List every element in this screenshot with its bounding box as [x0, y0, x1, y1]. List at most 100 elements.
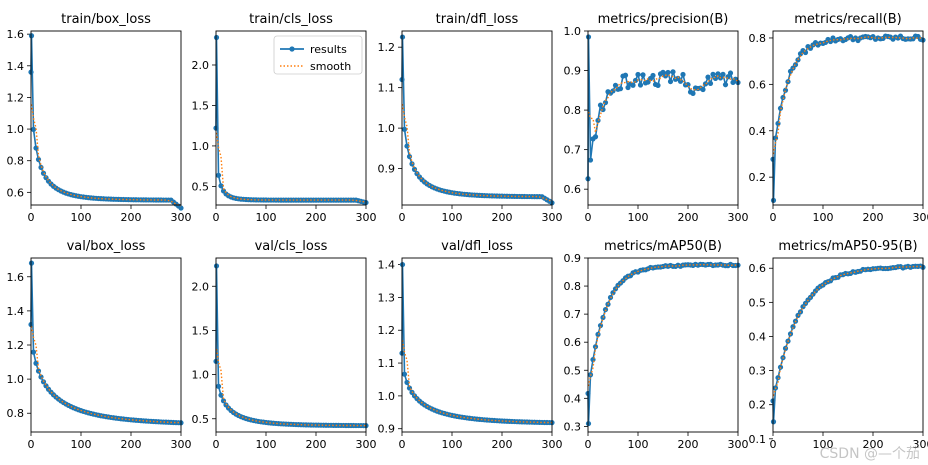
- results-point: [665, 69, 671, 76]
- y-tick-label: 1.0: [378, 122, 396, 135]
- y-tick-label: 0.1: [749, 433, 767, 446]
- axes-frame: [772, 257, 924, 433]
- x-tick-label: 100: [71, 211, 92, 224]
- results-line: [30, 35, 182, 209]
- results-point: [218, 183, 224, 189]
- x-tick-label: 300: [728, 211, 749, 224]
- results-point: [715, 71, 721, 77]
- y-tick-label: 0.8: [564, 280, 582, 293]
- x-tick-label: 100: [256, 211, 277, 224]
- x-tick-label: 0: [213, 438, 220, 451]
- y-tick-label: 2.0: [192, 59, 210, 72]
- results-point: [720, 71, 726, 77]
- y-tick-label: 1.4: [7, 305, 25, 318]
- x-tick-label: 300: [913, 438, 928, 451]
- x-tick-label: 0: [399, 438, 406, 451]
- y-tick-label: 0.9: [564, 252, 582, 265]
- results-point: [587, 157, 594, 163]
- results-point: [710, 71, 716, 77]
- results-point: [411, 166, 418, 172]
- chart-panel: train/cls_loss 0 100 200 300 0.5 1.0 1.5 2.0 resu…: [192, 12, 377, 224]
- results-point: [782, 87, 789, 93]
- results-point: [770, 197, 777, 203]
- y-tick-label: 0.8: [564, 104, 582, 117]
- chart-title: metrics/precision(B): [598, 12, 729, 27]
- y-tick-label: 0.8: [7, 155, 25, 168]
- y-tick-label: 0.2: [749, 171, 767, 184]
- y-tick-label: 1.1: [378, 82, 396, 95]
- legend: results smooth: [273, 35, 363, 75]
- x-tick-label: 200: [678, 211, 699, 224]
- smooth-line: [772, 265, 924, 396]
- results-line: [215, 265, 366, 427]
- y-tick-label: 0.9: [378, 163, 396, 176]
- results-point: [705, 74, 711, 80]
- results-point: [585, 34, 592, 40]
- y-tick-label: 0.8: [7, 407, 25, 420]
- results-point: [401, 371, 408, 377]
- results-point: [213, 263, 220, 269]
- smooth-line: [215, 348, 366, 427]
- x-tick-label: 0: [28, 211, 35, 224]
- y-tick-label: 1.6: [7, 28, 25, 41]
- results-point: [215, 383, 222, 389]
- results-point: [707, 80, 714, 87]
- results-line: [772, 35, 924, 201]
- x-tick-label: 100: [813, 438, 834, 451]
- y-tick-label: 1.5: [192, 324, 210, 337]
- results-point: [28, 33, 35, 39]
- axes-frame: [215, 257, 367, 433]
- chart-title: metrics/recall(B): [794, 12, 901, 27]
- y-tick-label: 1.0: [192, 369, 210, 382]
- results-point: [592, 134, 599, 140]
- chart-panel: val/dfl_loss 0 100 200 300 0.9 1.0 1.1 1.2 1.3 1.4: [378, 239, 563, 451]
- chart-title: train/box_loss: [61, 12, 151, 27]
- y-tick-label: 0.5: [192, 180, 210, 193]
- x-tick-label: 200: [492, 211, 513, 224]
- x-tick-label: 0: [213, 211, 220, 224]
- x-tick-label: 0: [585, 438, 592, 451]
- results-point: [670, 69, 676, 75]
- smooth-line: [587, 263, 739, 387]
- x-tick-label: 200: [863, 438, 884, 451]
- legend-results-marker: [289, 46, 295, 52]
- y-tick-label: 0.2: [749, 399, 767, 412]
- results-point: [777, 105, 784, 111]
- results-point: [404, 379, 410, 386]
- results-point: [35, 368, 42, 374]
- results-point: [655, 82, 661, 88]
- results-line: [772, 265, 924, 422]
- x-tick-label: 100: [813, 211, 834, 224]
- results-point: [650, 72, 656, 79]
- y-tick-label: 1.0: [192, 140, 210, 153]
- results-point: [770, 419, 777, 425]
- results-point: [612, 82, 619, 88]
- chart-title: val/dfl_loss: [441, 239, 513, 254]
- y-tick-label: 0.8: [749, 32, 767, 45]
- results-point: [600, 106, 606, 113]
- results-point: [218, 392, 224, 398]
- chart-panel: metrics/mAP50(B) 0 100 200 300 0.3 0.4 0.5 0.6 0.…: [564, 239, 749, 451]
- smooth-line: [587, 74, 739, 133]
- x-tick-label: 0: [770, 438, 777, 451]
- y-tick-label: 0.4: [749, 330, 767, 343]
- y-tick-label: 1.3: [378, 291, 396, 304]
- smooth-line: [772, 36, 924, 155]
- results-point: [637, 82, 644, 88]
- axes-frame: [30, 30, 182, 206]
- x-tick-label: 100: [628, 211, 649, 224]
- x-tick-label: 300: [356, 211, 377, 224]
- results-point: [630, 82, 636, 88]
- axes-frame: [587, 30, 739, 206]
- chart-title: train/dfl_loss: [436, 12, 519, 27]
- smooth-line: [401, 340, 552, 424]
- x-tick-label: 300: [542, 211, 563, 224]
- results-point: [213, 34, 220, 41]
- results-point: [399, 261, 406, 268]
- results-line: [30, 263, 182, 424]
- x-tick-label: 300: [171, 211, 192, 224]
- smooth-line: [30, 326, 182, 424]
- x-tick-label: 0: [770, 211, 777, 224]
- chart-panel: metrics/recall(B) 0 100 200 300 0.2 0.4 0.6 0.8: [749, 12, 928, 224]
- chart-panel: metrics/mAP50-95(B) 0 100 200 300 0.1 0.2 0.3 0.…: [749, 239, 928, 451]
